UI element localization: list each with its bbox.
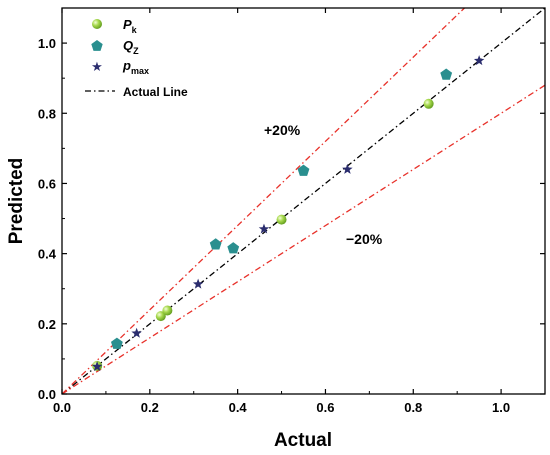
- point-pmax: [342, 163, 353, 174]
- legend-item-actual-line: Actual Line: [85, 85, 188, 99]
- y-tick-label: 0.4: [38, 247, 57, 262]
- x-tick-label: 0.4: [229, 400, 248, 415]
- legend-label-pk: P: [123, 17, 132, 32]
- y-tick-label: 0.6: [38, 176, 56, 191]
- x-tick-label: 0.6: [316, 400, 334, 415]
- legend-item-qz: QZ: [91, 38, 139, 56]
- point-pk: [423, 98, 434, 109]
- y-axis-title: Predicted: [6, 158, 27, 245]
- legend-marker-pk: [92, 19, 102, 29]
- point-pmax: [473, 55, 485, 66]
- point-pk: [276, 214, 287, 225]
- point-pmax: [258, 223, 270, 234]
- point-pmax: [91, 361, 103, 372]
- x-tick-label: 1.0: [492, 400, 510, 415]
- x-tick-label: 0.2: [141, 400, 159, 415]
- reference-lines: [62, 8, 545, 394]
- data-points: [91, 55, 485, 372]
- svg-text:pmax: pmax: [122, 58, 149, 76]
- annotation-minus-20: −20%: [346, 231, 383, 247]
- reference-line: [62, 84, 545, 394]
- y-tick-label: 0.0: [38, 387, 56, 402]
- legend-sub-pk: k: [132, 25, 138, 35]
- legend-label-pmax: p: [122, 58, 131, 73]
- legend-label-qz: Q: [123, 38, 133, 53]
- legend-marker-qz: [91, 40, 103, 51]
- svg-text:QZ: QZ: [123, 38, 139, 56]
- y-tick-label: 0.2: [38, 317, 56, 332]
- reference-line: [62, 8, 465, 394]
- x-axis-title: Actual: [274, 430, 332, 451]
- point-pk: [162, 305, 173, 316]
- y-tick-label: 0.8: [38, 106, 56, 121]
- legend-label-actual-line: Actual Line: [123, 85, 188, 99]
- x-tick-label: 0.8: [404, 400, 422, 415]
- point-pmax: [192, 278, 204, 289]
- legend-sub-qz: Z: [133, 46, 139, 56]
- point-qz: [297, 164, 310, 176]
- x-tick-label: 0.0: [53, 400, 71, 415]
- point-qz: [209, 238, 222, 250]
- point-qz: [227, 242, 240, 254]
- legend-marker-pmax: ★: [91, 60, 103, 75]
- point-pmax: [131, 327, 142, 338]
- svg-text:Pk: Pk: [123, 17, 138, 35]
- reference-line: [62, 8, 545, 394]
- plot-frame: [61, 7, 546, 395]
- point-pk: [155, 311, 166, 322]
- legend-item-pk: Pk: [92, 17, 138, 35]
- annotation-plus-20: +20%: [264, 122, 301, 138]
- point-qz: [110, 337, 123, 349]
- axis-ticks: 0.00.0 0.2 0.2 0.4 0.4 0.6 0.6 0.8 0.8 1.0 1.0: [38, 7, 546, 415]
- legend: Pk QZ ★ pmax Actual Line: [85, 17, 188, 99]
- legend-item-pmax: ★ pmax: [91, 58, 149, 76]
- legend-sub-pmax: max: [131, 66, 149, 76]
- point-qz: [440, 68, 453, 80]
- y-tick-label: 1.0: [38, 36, 56, 51]
